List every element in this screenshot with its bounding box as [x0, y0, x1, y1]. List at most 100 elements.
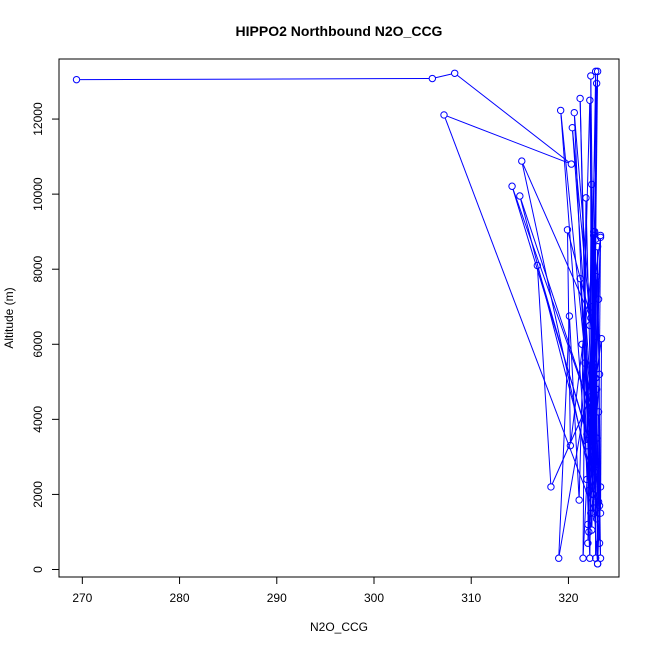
series-segment: [567, 232, 591, 316]
data-point: [594, 498, 603, 506]
series-segment: [600, 341, 602, 510]
data-point: [593, 67, 602, 76]
data-point: [555, 554, 563, 562]
y-tick-label: 8000: [31, 256, 45, 283]
data-point: [593, 242, 602, 251]
series-segment: [589, 86, 598, 323]
data-point: [583, 430, 591, 439]
data-point: [575, 496, 583, 504]
data-point: [576, 274, 584, 283]
data-point: [587, 72, 595, 80]
data-point: [586, 321, 594, 330]
data-point: [592, 434, 601, 442]
chart-title: HIPPO2 Northbound N2O_CCG: [236, 23, 443, 39]
y-tick-label: 6000: [31, 331, 45, 358]
data-point: [586, 96, 594, 104]
data-point: [440, 111, 448, 119]
data-point: [568, 123, 577, 132]
series-segment: [446, 115, 569, 164]
series-segment: [560, 113, 590, 488]
data-point: [587, 314, 595, 322]
series-segment: [520, 198, 593, 413]
data-point: [583, 475, 591, 484]
series-segment: [597, 240, 601, 561]
data-point: [594, 408, 603, 416]
data-point: [584, 520, 592, 529]
series-segment: [456, 74, 570, 163]
series-layer: [79, 73, 602, 561]
series-segment: [594, 234, 598, 435]
data-point: [594, 295, 603, 303]
data-point: [596, 554, 605, 562]
data-point: [567, 160, 576, 168]
x-axis-label: N2O_CCG: [310, 620, 368, 634]
x-tick-label: 290: [267, 591, 287, 605]
x-tick-label: 320: [558, 591, 578, 605]
data-point: [592, 460, 601, 469]
series-segment: [588, 377, 600, 529]
x-tick-label: 310: [461, 591, 481, 605]
data-point: [566, 441, 575, 450]
y-axis: 0 2000 4000 6000 8000 10000 12000: [31, 102, 60, 573]
x-axis: 270 280 290 300 310 320: [72, 576, 579, 605]
data-point: [565, 312, 574, 320]
data-point: [596, 509, 605, 517]
data-point: [596, 483, 605, 491]
data-point: [588, 426, 596, 435]
data-point: [589, 453, 597, 461]
data-point: [585, 486, 593, 495]
data-point: [592, 273, 601, 281]
series-segment: [512, 189, 593, 413]
data-point: [587, 509, 595, 517]
data-point: [579, 554, 587, 562]
data-point: [589, 490, 597, 499]
x-tick-label: 270: [72, 591, 92, 605]
data-point: [72, 75, 81, 84]
series-segment: [587, 238, 595, 522]
points-layer: [72, 67, 606, 568]
data-point: [592, 79, 601, 88]
data-point: [586, 554, 594, 562]
series-segment: [79, 78, 430, 81]
data-point: [595, 539, 604, 547]
data-point: [576, 94, 584, 103]
data-point: [583, 441, 591, 450]
series-segment: [594, 234, 600, 372]
data-point: [595, 501, 604, 510]
data-point: [592, 385, 601, 394]
data-point: [588, 180, 596, 189]
data-point: [556, 106, 565, 115]
data-point: [584, 539, 592, 547]
series-segment: [591, 240, 601, 304]
data-point: [595, 370, 604, 379]
data-point: [582, 194, 590, 202]
data-point: [518, 157, 526, 165]
series-segment: [444, 117, 596, 517]
data-point: [578, 340, 586, 348]
data-point: [597, 334, 606, 343]
data-point: [581, 359, 589, 367]
data-point: [596, 233, 605, 241]
y-tick-label: 12000: [31, 102, 45, 136]
y-tick-label: 2000: [31, 481, 45, 508]
data-point: [516, 192, 524, 200]
data-point: [533, 261, 542, 270]
data-point: [428, 74, 437, 83]
data-point: [450, 69, 459, 77]
data-point: [590, 227, 599, 236]
data-point: [589, 411, 597, 420]
data-point: [547, 483, 555, 491]
data-point: [590, 468, 599, 476]
data-point: [508, 182, 516, 190]
data-point: [588, 303, 596, 311]
y-tick-label: 0: [31, 566, 45, 573]
data-point: [563, 226, 572, 234]
plot-frame: [58, 58, 620, 578]
data-point: [585, 528, 593, 536]
series-segment: [586, 302, 599, 477]
data-point: [593, 560, 602, 568]
data-point: [591, 67, 600, 76]
series-segment: [520, 198, 599, 499]
series-segment: [597, 490, 601, 561]
